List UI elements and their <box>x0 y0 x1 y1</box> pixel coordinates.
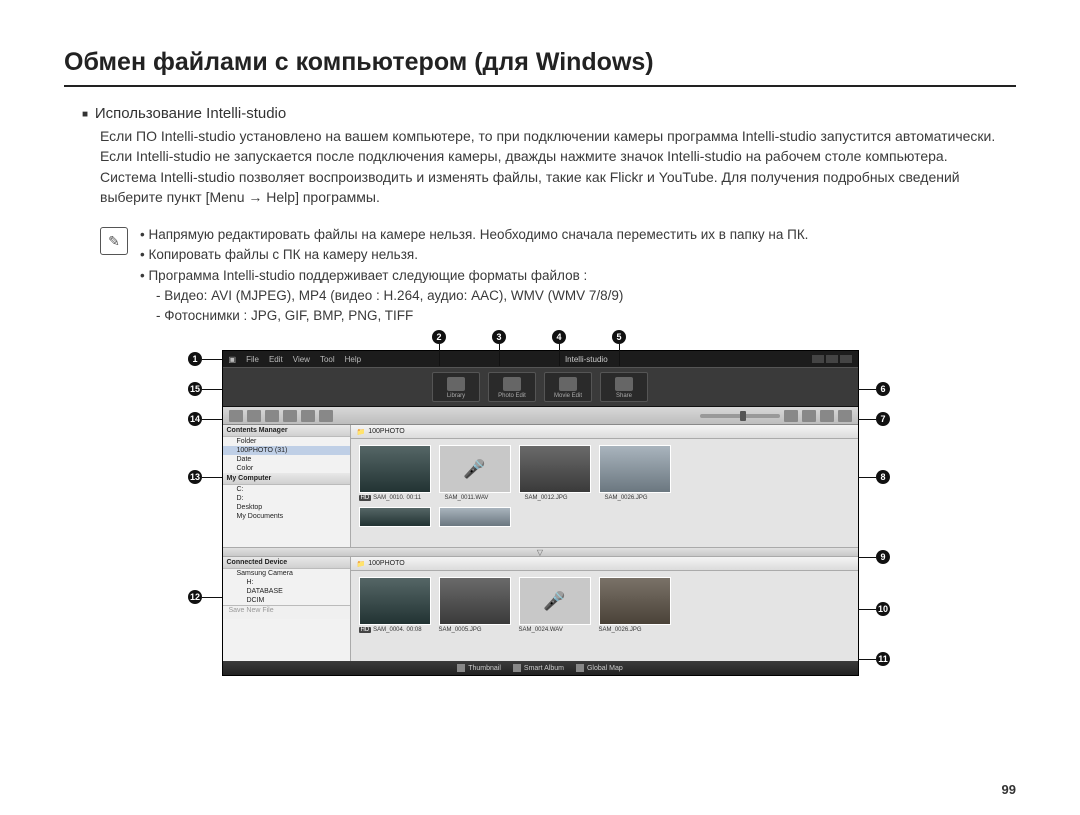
sidebar-node[interactable]: My Documents <box>223 512 350 521</box>
workspace-upper: Contents Manager Folder 100PHOTO (31) Da… <box>223 425 858 547</box>
sidebar-node-selected[interactable]: 100PHOTO (31) <box>223 446 350 455</box>
view-smartalbum[interactable]: Smart Album <box>513 664 564 672</box>
thumbnail-grid: HDSAM_0004.00:08 SAM_0005.JPG 🎤SAM_0024.… <box>351 571 858 639</box>
thumbnail[interactable]: SAM_0026.JPG <box>599 577 671 633</box>
tool-icon[interactable] <box>247 410 261 422</box>
callout-11: 11 <box>876 652 890 666</box>
sidebar-node[interactable]: Samsung Camera <box>223 569 350 578</box>
window-controls[interactable] <box>812 355 852 363</box>
callout-7: 7 <box>876 412 890 426</box>
note-line: • Копировать файлы с ПК на камеру нельзя… <box>140 245 808 265</box>
note-subline: - Видео: AVI (MJPEG), MP4 (видео : H.264… <box>140 286 808 306</box>
callout-5: 5 <box>612 330 626 344</box>
menu-help[interactable]: Help <box>345 355 361 364</box>
tool-icon[interactable] <box>802 410 816 422</box>
sidebar-node[interactable]: DATABASE <box>223 587 350 596</box>
sidebar-node[interactable]: DCIM <box>223 596 350 605</box>
thumbnail-grid <box>351 507 858 533</box>
tool-icon[interactable] <box>229 410 243 422</box>
sidebar-device: Connected Device Samsung Camera H: DATAB… <box>223 557 351 661</box>
callout-15: 15 <box>188 382 202 396</box>
callout-8: 8 <box>876 470 890 484</box>
sidebar-node[interactable]: Color <box>223 464 350 473</box>
thumbnail[interactable]: SAM_0005.JPG <box>439 577 511 633</box>
sidebar-node[interactable]: H: <box>223 578 350 587</box>
callout-4: 4 <box>552 330 566 344</box>
tool-icon[interactable] <box>301 410 315 422</box>
note-list: • Напрямую редактировать файлы на камере… <box>140 225 808 326</box>
tool-icon[interactable] <box>319 410 333 422</box>
tool-icon[interactable] <box>784 410 798 422</box>
thumbnail[interactable]: SAM_0026.JPG <box>599 445 671 501</box>
screenshot-figure: ▣ File Edit View Tool Help Intelli-studi… <box>180 350 900 676</box>
body-paragraph: Если ПО Intelli-studio установлено на ва… <box>100 126 1006 207</box>
note-line: • Напрямую редактировать файлы на камере… <box>140 225 808 245</box>
tool-icon[interactable] <box>838 410 852 422</box>
callout-10: 10 <box>876 602 890 616</box>
sidebar-node[interactable]: Desktop <box>223 503 350 512</box>
mode-toolbar: Library Photo Edit Movie Edit Share <box>223 367 858 407</box>
thumbnail[interactable]: 🎤SAM_0024.WAV <box>519 577 591 633</box>
callout-6: 6 <box>876 382 890 396</box>
menu-view[interactable]: View <box>293 355 310 364</box>
sidebar-node[interactable]: D: <box>223 494 350 503</box>
mode-movieedit-button[interactable]: Movie Edit <box>544 372 592 402</box>
thumbnail[interactable]: 🎤SAM_0011.WAV <box>439 445 511 501</box>
view-mode-bar: Thumbnail Smart Album Global Map <box>223 661 858 675</box>
tool-icon[interactable] <box>820 410 834 422</box>
callout-12: 12 <box>188 590 202 604</box>
zoom-slider[interactable] <box>700 414 780 418</box>
sidebar-group-header[interactable]: Connected Device <box>223 557 350 569</box>
thumbnail[interactable]: HDSAM_0010.00:11 <box>359 445 431 501</box>
callout-2: 2 <box>432 330 446 344</box>
app-window: ▣ File Edit View Tool Help Intelli-studi… <box>222 350 859 676</box>
note-icon: ✎ <box>100 227 128 255</box>
tool-icon[interactable] <box>265 410 279 422</box>
note-line: • Программа Intelli-studio поддерживает … <box>140 266 808 286</box>
content-pane-upper: 100PHOTO HDSAM_0010.00:11 🎤SAM_0011.WAV … <box>351 425 858 547</box>
sidebar-group-header[interactable]: My Computer <box>223 473 350 485</box>
thumbnail[interactable]: HDSAM_0004.00:08 <box>359 577 431 633</box>
thumbnail-grid: HDSAM_0010.00:11 🎤SAM_0011.WAV SAM_0012.… <box>351 439 858 507</box>
callout-3: 3 <box>492 330 506 344</box>
app-brand: Intelli-studio <box>565 355 608 364</box>
callout-1: 1 <box>188 352 202 366</box>
sidebar-group-header[interactable]: Contents Manager <box>223 425 350 437</box>
content-pane-lower: 100PHOTO HDSAM_0004.00:08 SAM_0005.JPG 🎤… <box>351 557 858 661</box>
callout-9: 9 <box>876 550 890 564</box>
menu-edit[interactable]: Edit <box>269 355 283 364</box>
view-globalmap[interactable]: Global Map <box>576 664 623 672</box>
callout-14: 14 <box>188 412 202 426</box>
sidebar-node[interactable]: Folder <box>223 437 350 446</box>
view-thumbnail[interactable]: Thumbnail <box>457 664 501 672</box>
callout-13: 13 <box>188 470 202 484</box>
sidebar-node[interactable]: Date <box>223 455 350 464</box>
mode-library-button[interactable]: Library <box>432 372 480 402</box>
page-title: Обмен файлами с компьютером (для Windows… <box>64 48 1016 87</box>
menu-file[interactable]: File <box>246 355 259 364</box>
menu-bar[interactable]: ▣ File Edit View Tool Help Intelli-studi… <box>223 351 858 367</box>
page-number: 99 <box>1002 782 1016 797</box>
thumbnail[interactable] <box>439 507 511 527</box>
tool-icon[interactable] <box>283 410 297 422</box>
workspace-lower: Connected Device Samsung Camera H: DATAB… <box>223 557 858 661</box>
sidebar-node[interactable]: C: <box>223 485 350 494</box>
folder-header: 100PHOTO <box>351 425 858 439</box>
view-toolbar <box>223 407 858 425</box>
sidebar: Contents Manager Folder 100PHOTO (31) Da… <box>223 425 351 547</box>
app-menu-icon[interactable]: ▣ <box>229 355 237 364</box>
mode-share-button[interactable]: Share <box>600 372 648 402</box>
pane-collapse-handle[interactable]: ▽ <box>223 547 858 557</box>
thumbnail[interactable]: SAM_0012.JPG <box>519 445 591 501</box>
save-new-file[interactable]: Save New File <box>223 605 350 619</box>
note-subline: - Фотоснимки : JPG, GIF, BMP, PNG, TIFF <box>140 306 808 326</box>
thumbnail[interactable] <box>359 507 431 527</box>
note-block: ✎ • Напрямую редактировать файлы на каме… <box>100 225 1016 326</box>
folder-header: 100PHOTO <box>351 557 858 571</box>
mode-photoedit-button[interactable]: Photo Edit <box>488 372 536 402</box>
menu-tool[interactable]: Tool <box>320 355 335 364</box>
section-heading: Использование Intelli-studio <box>82 105 1016 122</box>
